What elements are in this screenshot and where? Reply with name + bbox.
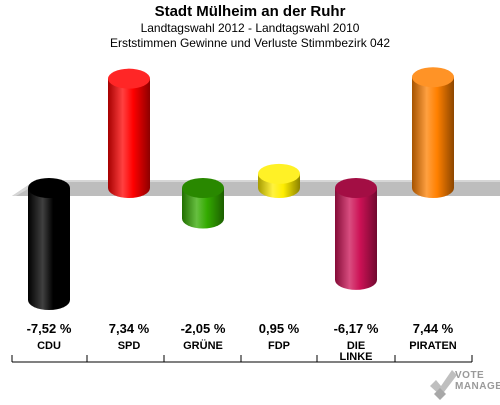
bar-cap xyxy=(182,178,224,198)
value-label: 7,44 % xyxy=(413,321,454,336)
category-label: DIE xyxy=(347,340,365,352)
bar-die-linke xyxy=(335,178,377,290)
category-label: LINKE xyxy=(340,351,373,363)
logo-line-2: MANAGER xyxy=(455,381,500,392)
bar-body xyxy=(28,188,70,310)
bar-body xyxy=(182,188,224,229)
category-label: PIRATEN xyxy=(409,340,457,352)
chart-title: Stadt Mülheim an der Ruhr xyxy=(154,3,346,20)
logo-text: VOTE MANAGER xyxy=(455,370,500,392)
bar-grüne xyxy=(182,178,224,229)
bar-piraten xyxy=(412,67,454,198)
bar-cap xyxy=(108,68,150,89)
bar-body xyxy=(335,188,377,290)
logo-line-1: VOTE xyxy=(455,370,485,381)
value-label: -7,52 % xyxy=(27,321,72,336)
bar-cap xyxy=(28,178,70,198)
chart-subtitle-1: Landtagswahl 2012 - Landtagswahl 2010 xyxy=(140,21,360,35)
value-label: 0,95 % xyxy=(259,321,300,336)
bar-spd xyxy=(108,68,150,198)
value-label: -6,17 % xyxy=(334,321,379,336)
bar-fdp xyxy=(258,163,300,198)
chart-subtitle-2: Erststimmen Gewinne und Verluste Stimmbe… xyxy=(109,36,391,50)
bar-cap xyxy=(258,163,300,184)
bar-cdu xyxy=(28,178,70,310)
category-label: SPD xyxy=(118,340,141,352)
vote-manager-logo xyxy=(428,366,500,400)
category-label: FDP xyxy=(268,340,290,352)
bar-body xyxy=(108,78,150,198)
checkmark-icon xyxy=(430,370,457,400)
bar-body xyxy=(412,77,454,198)
value-label: 7,34 % xyxy=(109,321,150,336)
category-label: GRÜNE xyxy=(183,339,223,352)
value-label: -2,05 % xyxy=(181,321,226,336)
bar-cap xyxy=(412,67,454,88)
chart-titles: Stadt Mülheim an der Ruhr Landtagswahl 2… xyxy=(0,0,500,51)
category-label: CDU xyxy=(37,340,61,352)
bar-cap xyxy=(335,178,377,198)
